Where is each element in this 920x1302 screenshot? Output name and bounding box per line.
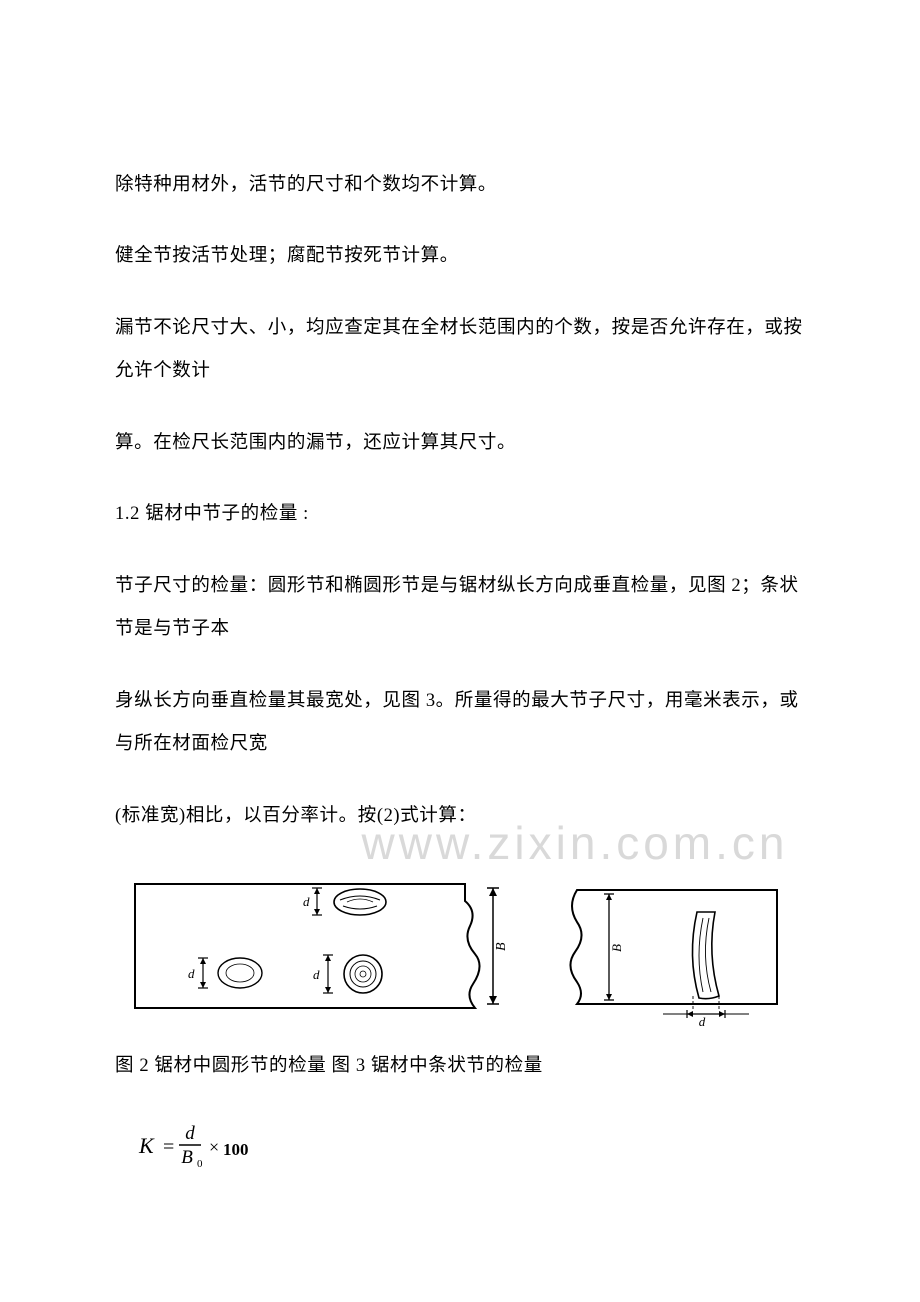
figure-caption: 图 2 锯材中圆形节的检量 图 3 锯材中条状节的检量 xyxy=(115,1045,805,1088)
dim-label-B: B xyxy=(609,944,624,952)
svg-text:0: 0 xyxy=(197,1158,203,1170)
svg-text:d: d xyxy=(185,1123,195,1144)
dim-label-d: d xyxy=(188,966,195,981)
paragraph: 除特种用材外，活节的尺寸和个数均不计算。 xyxy=(115,164,805,207)
svg-text:×: × xyxy=(209,1137,219,1157)
equation: K = d B 0 × 100 xyxy=(137,1117,805,1178)
dim-label-d: d xyxy=(313,967,320,982)
paragraph: 健全节按活节处理；腐配节按死节计算。 xyxy=(115,235,805,278)
paragraph: 节子尺寸的检量：圆形节和椭圆形节是与锯材纵长方向成垂直检量，见图 2；条状节是与… xyxy=(115,565,805,652)
svg-text:B: B xyxy=(181,1147,193,1168)
svg-text:100: 100 xyxy=(223,1140,249,1159)
figure-2: B d d xyxy=(125,866,515,1031)
paragraph: 漏节不论尺寸大、小，均应查定其在全材长范围内的个数，按是否允许存在，或按允许个数… xyxy=(115,307,805,394)
dim-label-d: d xyxy=(699,1014,706,1026)
svg-text:=: = xyxy=(163,1136,174,1158)
paragraph: (标准宽)相比，以百分率计。按(2)式计算： xyxy=(115,795,805,838)
figure-row: B d d xyxy=(115,866,805,1031)
paragraph: 身纵长方向垂直检量其最宽处，见图 3。所量得的最大节子尺寸，用毫米表示，或与所在… xyxy=(115,680,805,767)
paragraph: 1.2 锯材中节子的检量 : xyxy=(115,493,805,536)
document-page: www.zixin.com.cn 除特种用材外，活节的尺寸和个数均不计算。 健全… xyxy=(0,0,920,1238)
paragraph: 算。在检尺长范围内的漏节，还应计算其尺寸。 xyxy=(115,422,805,465)
dim-label-d: d xyxy=(303,894,310,909)
figure-3: B d xyxy=(537,866,787,1031)
dim-label-B: B xyxy=(494,942,509,951)
svg-text:K: K xyxy=(138,1133,155,1158)
